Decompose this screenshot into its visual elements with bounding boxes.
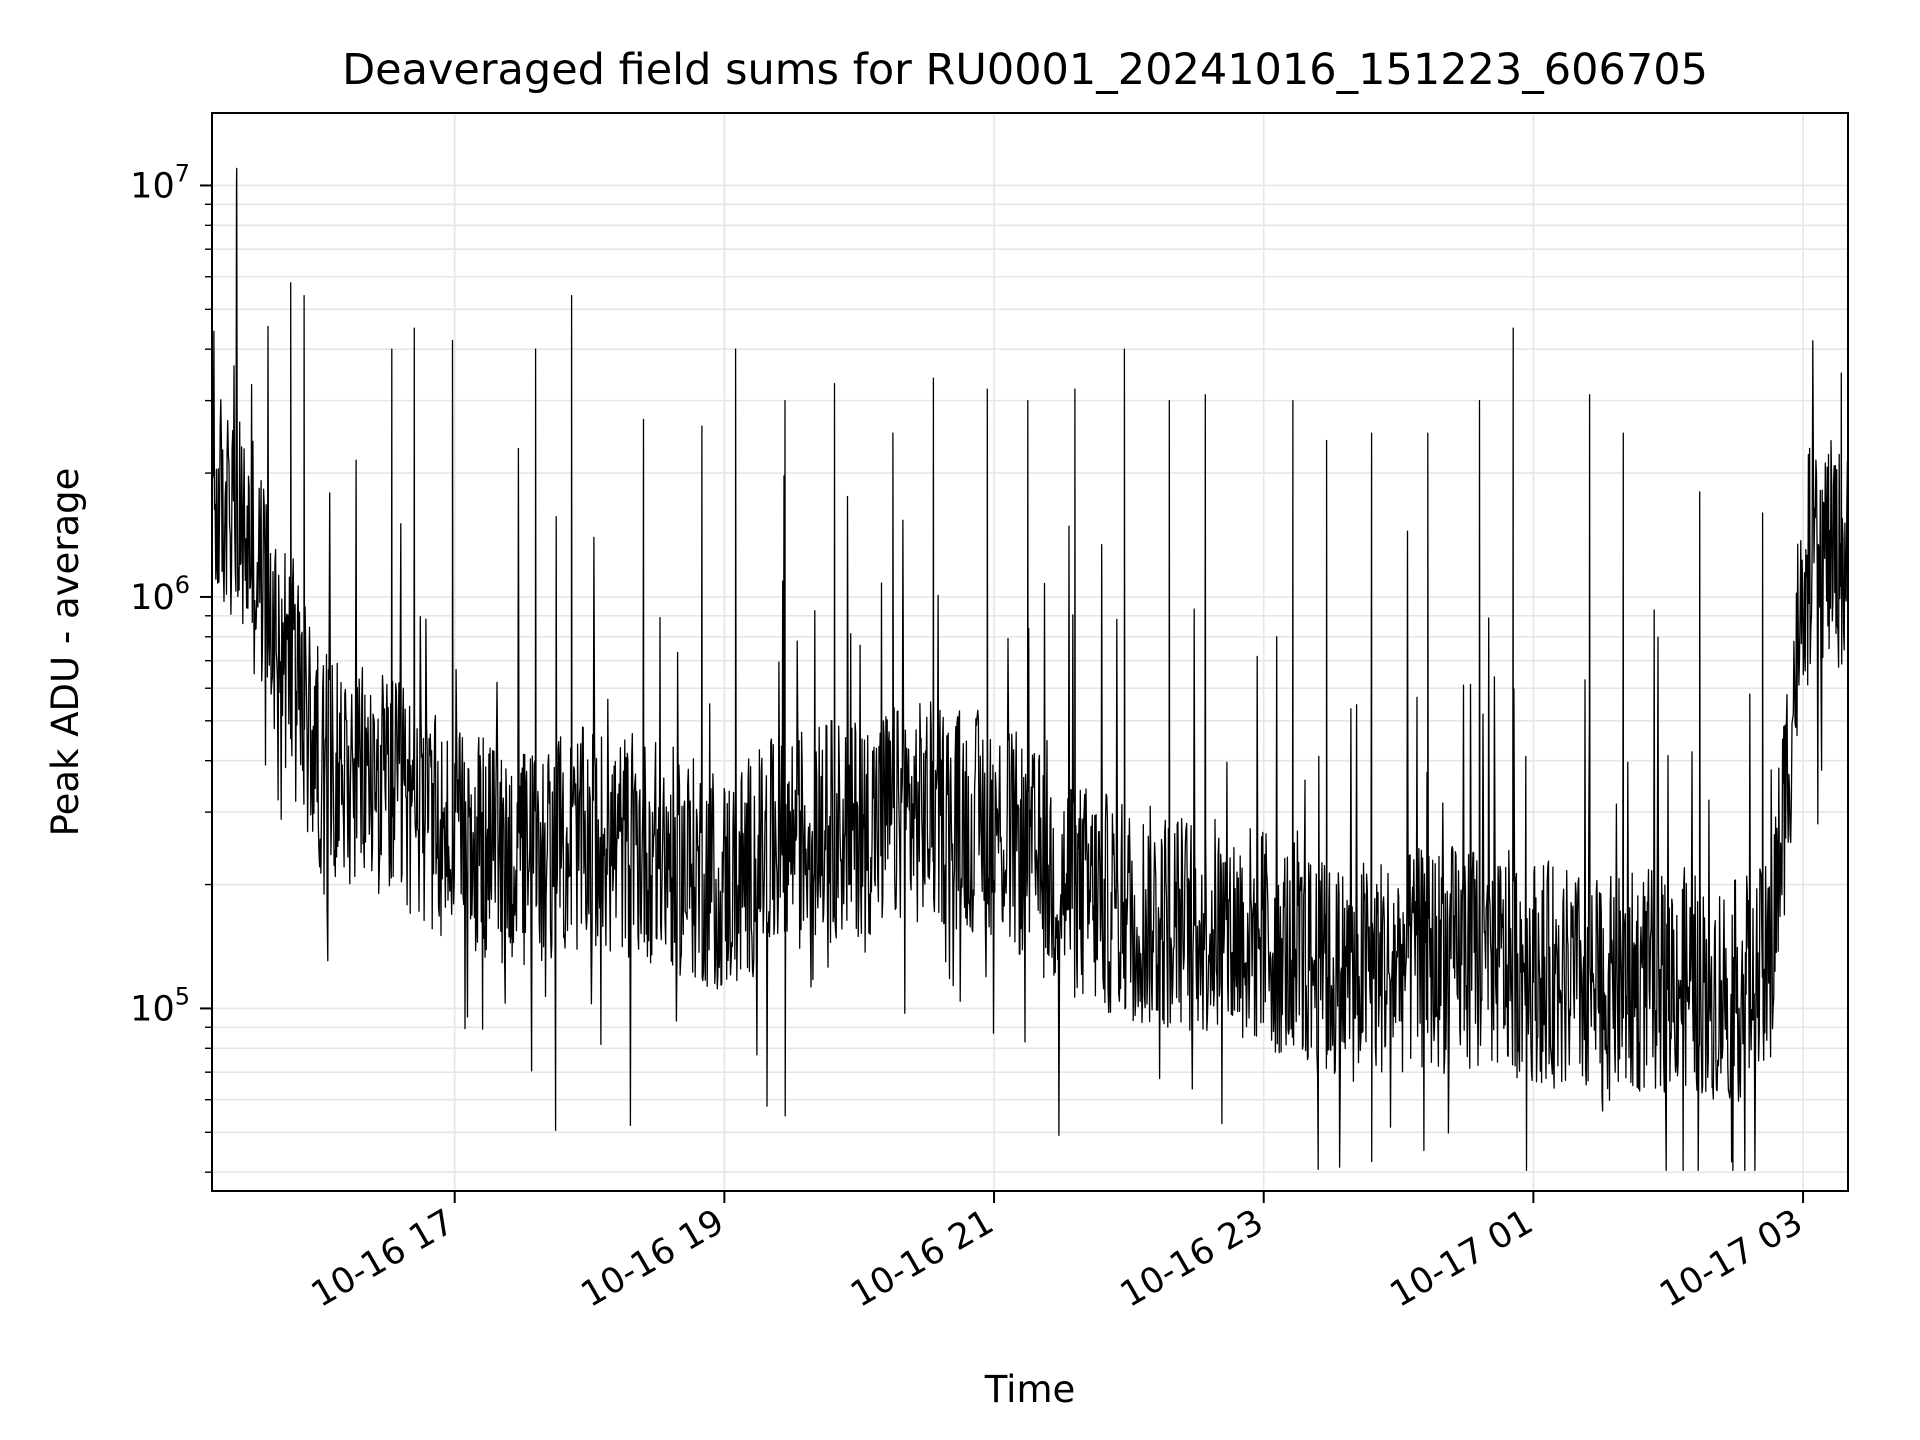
x-tick-label: 10-16 21 <box>844 1202 1000 1315</box>
chart-title: Deaveraged field sums for RU0001_2024101… <box>342 45 1708 95</box>
y-tick-label: 107 <box>130 159 190 206</box>
series-layer <box>211 167 1849 1172</box>
series-line <box>211 167 1849 1172</box>
x-tick-label: 10-17 03 <box>1653 1202 1809 1315</box>
y-tick-label: 106 <box>130 571 190 618</box>
plot-frame <box>211 112 1849 1192</box>
x-tick-label: 10-16 23 <box>1114 1202 1270 1315</box>
x-axis: 10-16 17 10-16 19 10-16 21 10-16 23 10-17 01… <box>305 1191 1810 1315</box>
y-axis-label: Peak ADU - average <box>44 468 87 837</box>
x-tick-label: 10-16 19 <box>575 1202 731 1315</box>
x-tick-label: 10-17 01 <box>1384 1202 1540 1315</box>
y-axis: 105 106 107 <box>130 159 212 1173</box>
y-tick-label: 105 <box>130 982 190 1029</box>
x-tick-label: 10-16 17 <box>305 1202 461 1315</box>
x-axis-label: Time <box>984 1368 1076 1411</box>
